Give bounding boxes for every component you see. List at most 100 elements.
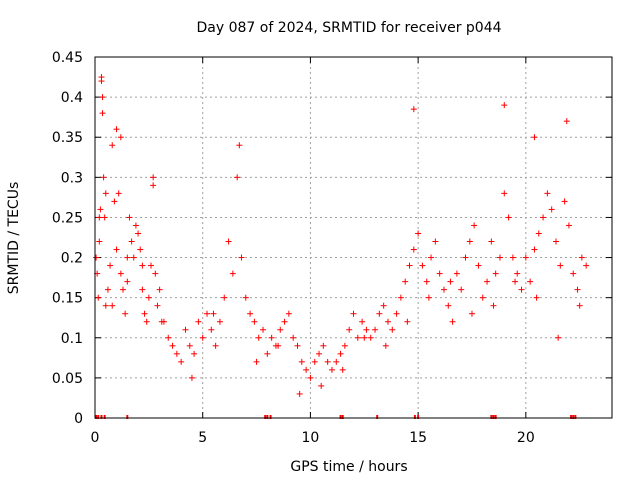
x-tick-label: 15: [409, 430, 427, 446]
data-point: [188, 374, 195, 381]
data-point: [311, 358, 318, 365]
data-point: [290, 334, 297, 341]
data-point: [449, 318, 456, 325]
x-tick-label: 0: [91, 430, 100, 446]
data-point: [247, 310, 254, 317]
data-point: [150, 182, 157, 189]
data-point: [447, 278, 454, 285]
data-point: [169, 342, 176, 349]
y-tick-label: 0: [74, 411, 83, 427]
data-point: [471, 222, 478, 229]
x-axis-label: GPS time / hours: [290, 459, 407, 475]
data-point: [234, 174, 241, 181]
data-point: [122, 310, 129, 317]
data-point: [221, 294, 228, 301]
data-point: [150, 174, 157, 181]
data-point: [384, 318, 391, 325]
data-point: [518, 286, 525, 293]
data-point: [533, 294, 540, 301]
data-point: [423, 278, 430, 285]
data-point: [531, 134, 538, 141]
data-point: [462, 254, 469, 261]
data-point: [294, 342, 301, 349]
data-point: [195, 318, 202, 325]
data-point: [440, 286, 447, 293]
data-point: [109, 142, 116, 149]
data-point: [275, 342, 282, 349]
data-point: [583, 262, 590, 269]
data-point: [102, 190, 109, 197]
data-point: [96, 214, 103, 221]
y-tick-label: 0.4: [61, 90, 83, 106]
data-point: [428, 254, 435, 261]
data-point: [156, 286, 163, 293]
data-point: [505, 214, 512, 221]
data-point: [117, 134, 124, 141]
data-point: [154, 302, 161, 309]
data-point: [359, 318, 366, 325]
data-point: [212, 342, 219, 349]
grid-lines: [95, 57, 612, 418]
data-point: [199, 334, 206, 341]
data-point: [298, 358, 305, 365]
data-point: [216, 318, 223, 325]
data-point: [253, 358, 260, 365]
data-point: [337, 350, 344, 357]
data-point: [445, 302, 452, 309]
data-point: [576, 302, 583, 309]
data-point: [425, 294, 432, 301]
data-point: [393, 310, 400, 317]
data-point: [191, 350, 198, 357]
data-point: [333, 358, 340, 365]
data-point: [512, 278, 519, 285]
data-point: [182, 326, 189, 333]
data-point: [574, 286, 581, 293]
data-point: [363, 326, 370, 333]
data-point: [501, 190, 508, 197]
data-point: [436, 270, 443, 277]
data-point: [137, 246, 144, 253]
data-point: [158, 318, 165, 325]
data-point: [225, 238, 232, 245]
data-point: [132, 222, 139, 229]
data-point: [124, 278, 131, 285]
data-point: [496, 254, 503, 261]
data-point: [410, 246, 417, 253]
data-point: [552, 238, 559, 245]
y-tick-label: 0.25: [52, 210, 83, 226]
data-point: [117, 270, 124, 277]
y-axis-label: SRMTID / TECUs: [6, 182, 22, 295]
data-point: [458, 286, 465, 293]
data-points: [93, 74, 590, 397]
data-point: [488, 238, 495, 245]
data-point: [350, 310, 357, 317]
data-point: [113, 126, 120, 133]
data-point: [328, 366, 335, 373]
data-point: [107, 262, 114, 269]
data-point: [522, 254, 529, 261]
data-point: [514, 270, 521, 277]
data-point: [210, 310, 217, 317]
data-point: [341, 342, 348, 349]
data-point: [372, 326, 379, 333]
data-point: [382, 342, 389, 349]
data-point: [479, 294, 486, 301]
y-tick-label: 0.15: [52, 291, 83, 307]
data-point: [95, 294, 102, 301]
data-point: [490, 302, 497, 309]
data-point: [296, 390, 303, 397]
data-point: [570, 270, 577, 277]
data-point: [468, 310, 475, 317]
data-point: [204, 310, 211, 317]
data-point: [307, 374, 314, 381]
data-point: [255, 334, 262, 341]
data-point: [540, 214, 547, 221]
data-point: [99, 94, 106, 101]
data-point: [97, 206, 104, 213]
y-tick-label: 0.1: [61, 331, 83, 347]
data-point: [509, 254, 516, 261]
data-point: [178, 358, 185, 365]
data-point: [126, 214, 133, 221]
axis-ticks: 0 0.05 0.1 0.15 0.2 0.25 0.3 0.35 0.4 0.45 0 5 10 15 2…: [52, 50, 612, 446]
data-point: [141, 310, 148, 317]
